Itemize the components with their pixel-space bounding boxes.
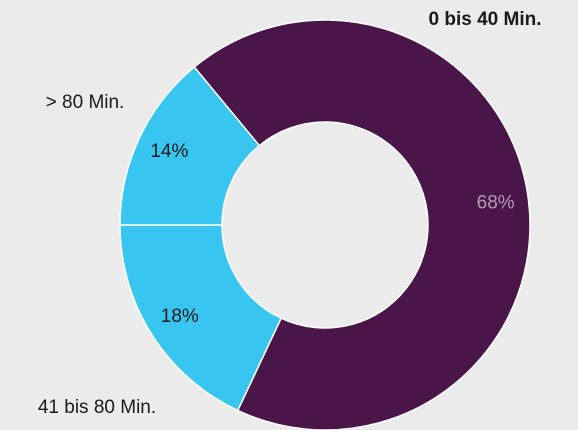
donut-slice (119, 65, 261, 226)
category-label: 0 bis 40 Min. (429, 9, 542, 30)
value-label: 18% (161, 306, 199, 327)
category-label: 41 bis 80 Min. (38, 397, 156, 418)
value-label: 68% (477, 192, 515, 213)
value-label: 14% (150, 141, 188, 162)
donut-slice (119, 224, 283, 412)
category-label: > 80 Min. (46, 92, 125, 113)
